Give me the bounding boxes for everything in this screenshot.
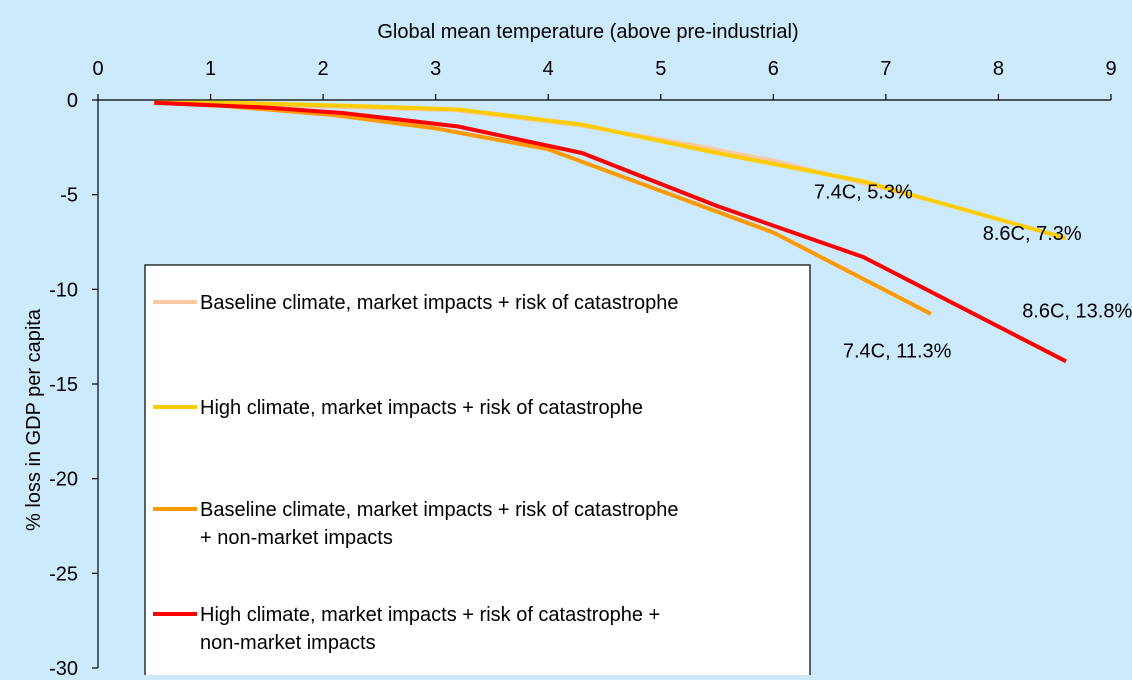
x-tick-label: 2 (318, 58, 329, 80)
legend-entry-0: Baseline climate, market impacts + risk … (200, 292, 679, 314)
x-axis-title: Global mean temperature (above pre-indus… (377, 21, 798, 43)
annotation-layer: 7.4C, 5.3% 8.6C, 7.3% 8.6C, 13.8% 7.4C, 11.… (814, 181, 1132, 362)
y-axis-title: % loss in GDP per capita (23, 308, 45, 531)
legend-entry-1: High climate, market impacts + risk of c… (200, 397, 643, 419)
x-tick-label: 7 (880, 58, 891, 80)
x-tick-label: 3 (430, 58, 441, 80)
x-tick-label: 1 (205, 58, 216, 80)
y-tick-label: -30 (49, 658, 78, 675)
data-label-3: 7.4C, 11.3% (843, 340, 952, 362)
y-tick-label: -25 (49, 563, 78, 585)
y-tick-label: -5 (60, 185, 78, 207)
data-label-2: 8.6C, 13.8% (1022, 301, 1132, 323)
legend-box (144, 264, 811, 680)
legend-entry-3-line1: High climate, market impacts + risk of c… (200, 604, 660, 626)
x-tick-label: 8 (993, 58, 1004, 80)
legend-entry-2: Baseline climate, market impacts + risk … (200, 499, 684, 549)
axes: 0 1 2 3 4 5 6 7 8 9 0 -5 -10 -15 -20 -25 -30 (49, 58, 1116, 680)
y-tick-label: -15 (49, 374, 78, 396)
x-tick-label: 5 (655, 58, 666, 80)
data-label-0: 7.4C, 5.3% (814, 181, 913, 203)
legend-entry-2-line2: + non-market impacts (200, 527, 393, 549)
legend-entry-3-line2: non-market impacts (200, 632, 376, 654)
legend-entry-2-line1: Baseline climate, market impacts + risk … (200, 499, 679, 521)
series-line-1 (154, 100, 1067, 241)
x-tick-label: 0 (92, 58, 103, 80)
series-line-3 (154, 100, 1067, 364)
y-tick-label: 0 (67, 90, 78, 112)
data-label-1: 8.6C, 7.3% (983, 223, 1082, 245)
series-layer (154, 100, 1067, 364)
y-tick-label: -20 (49, 469, 78, 491)
x-tick-label: 6 (768, 58, 779, 80)
legend: Baseline climate, market impacts + risk … (144, 264, 811, 680)
x-tick-label: 9 (1105, 58, 1116, 80)
y-tick-label: -10 (49, 279, 78, 301)
x-tick-label: 4 (543, 58, 554, 80)
legend-entry-3: High climate, market impacts + risk of c… (200, 604, 666, 654)
